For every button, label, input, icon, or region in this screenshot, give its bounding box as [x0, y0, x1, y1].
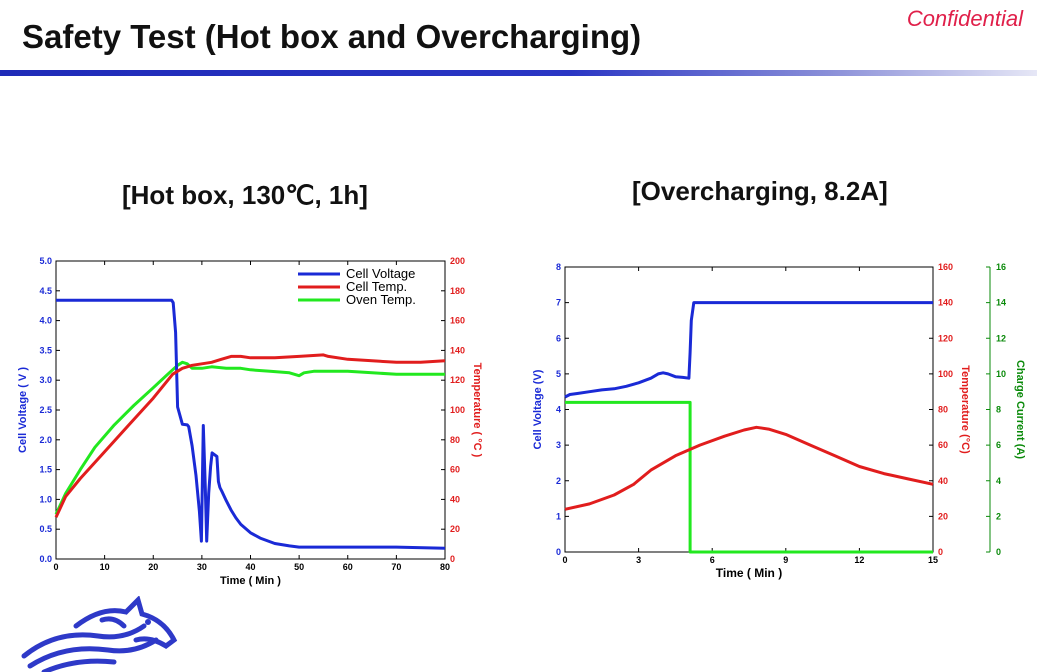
chart1-x-tick-label: 0 [53, 562, 58, 572]
chart2-y2-tick-label: 120 [938, 333, 953, 343]
chart2-y3-tick-label: 12 [996, 333, 1006, 343]
chart1-x-tick-label: 10 [100, 562, 110, 572]
chart2-y3-tick-label: 2 [996, 511, 1001, 521]
chart1-x-tick-label: 40 [245, 562, 255, 572]
chart2-y-tick-label: 5 [556, 369, 561, 379]
chart1-x-tick-label: 80 [440, 562, 450, 572]
chart1-x-tick-label: 50 [294, 562, 304, 572]
chart1-y-tick-label: 3.0 [39, 375, 52, 385]
chart2-y2-tick-label: 160 [938, 262, 953, 272]
chart1-y-tick-label: 1.5 [39, 465, 52, 475]
chart2-y3-tick-label: 4 [996, 476, 1001, 486]
chart1-y-tick-label: 1.0 [39, 494, 52, 504]
chart2-y-tick-label: 1 [556, 511, 561, 521]
chart1-y2-tick-label: 80 [450, 435, 460, 445]
chart2-y-tick-label: 4 [556, 405, 561, 415]
chart2-series-line-1 [564, 301, 933, 399]
chart1-x-tick-label: 70 [391, 562, 401, 572]
chart2-y-tick-label: 8 [556, 262, 561, 272]
chart1-legend-label: Cell Voltage [346, 266, 415, 281]
chart1-y2-tick-label: 20 [450, 524, 460, 534]
slide-title: Safety Test (Hot box and Overcharging) [22, 18, 642, 55]
chart1-y-tick-label: 0.0 [39, 554, 52, 564]
chart2-x-tick-label: 0 [562, 555, 567, 565]
chart2-y2-tick-label: 100 [938, 369, 953, 379]
chart2-y-tick-label: 3 [556, 440, 561, 450]
chart2-y3-tick-label: 0 [996, 547, 1001, 557]
chart1-legend-label: Oven Temp. [346, 292, 416, 307]
chart1-y2-tick-label: 180 [450, 286, 465, 296]
chart2-plot-frame [564, 266, 934, 553]
chart1-series-line-3 [54, 360, 445, 515]
chart2-x-tick-label: 12 [854, 555, 864, 565]
chart2-series-line-3 [565, 400, 933, 554]
chart1-x-axis-label: Time ( Min ) [220, 575, 281, 587]
chart1-y2-tick-label: 60 [450, 465, 460, 475]
chart1-y2-axis-label: Temperature ( °C ) [471, 363, 483, 458]
chart1-y2-tick-label: 160 [450, 316, 465, 326]
chart2-y2-tick-label: 80 [938, 405, 948, 415]
hotbox-chart-heading: [Hot box, 130℃, 1h] [122, 180, 368, 210]
chart2-x-tick-label: 6 [710, 555, 715, 565]
chart1-y-tick-label: 5.0 [39, 256, 52, 266]
chart1-y-tick-label: 2.0 [39, 435, 52, 445]
chart2-y-tick-label: 2 [556, 476, 561, 486]
chart1-legend-label: Cell Temp. [346, 279, 407, 294]
chart1-series-line-1 [56, 298, 446, 550]
chart2-y2-tick-label: 40 [938, 476, 948, 486]
chart1-y2-tick-label: 100 [450, 405, 465, 415]
chart2-y3-tick-label: 16 [996, 262, 1006, 272]
chart2-x-tick-label: 3 [636, 555, 641, 565]
chart2-y3-tick-label: 10 [996, 369, 1006, 379]
chart1-y-tick-label: 2.5 [39, 405, 52, 415]
chart2-y-tick-label: 7 [556, 298, 561, 308]
chart2-y3-tick-label: 8 [996, 405, 1001, 415]
chart1-y2-tick-label: 200 [450, 256, 465, 266]
chart2-y2-axis-label: Temperature (°C) [959, 365, 971, 454]
overcharging-chart-heading: [Overcharging, 8.2A] [632, 176, 888, 206]
chart2-y3-tick-label: 14 [996, 298, 1006, 308]
chart2-y-axis-label: Cell Voltage (V) [532, 369, 544, 449]
chart1-x-tick-label: 30 [197, 562, 207, 572]
chart1-y2-tick-label: 140 [450, 345, 465, 355]
chart1-y-tick-label: 0.5 [39, 524, 52, 534]
chart2-y2-tick-label: 60 [938, 440, 948, 450]
chart2-x-tick-label: 9 [783, 555, 788, 565]
chart1-y2-tick-label: 0 [450, 554, 455, 564]
chart1-y-tick-label: 4.5 [39, 286, 52, 296]
chart1-y-tick-label: 3.5 [39, 345, 52, 355]
chart2-x-tick-label: 15 [928, 555, 938, 565]
chart1-x-tick-label: 20 [148, 562, 158, 572]
chart1-y2-tick-label: 40 [450, 494, 460, 504]
hotbox-chart: 0 10 20 30 40 50 60 70 80 0.0 0.5 1.0 1.5 2.0 2.5 3.0 3.… [17, 256, 483, 587]
chart1-y2-tick-label: 120 [450, 375, 465, 385]
chart1-x-tick-label: 60 [343, 562, 353, 572]
chart2-x-axis-label: Time ( Min ) [716, 566, 782, 580]
title-underline-bar [0, 70, 1037, 76]
chart2-y-tick-label: 6 [556, 333, 561, 343]
chart2-y3-tick-label: 6 [996, 440, 1001, 450]
chart2-y3-axis-label: Charge Current (A) [1014, 360, 1026, 459]
chart2-y2-tick-label: 140 [938, 298, 953, 308]
chart2-y2-tick-label: 0 [938, 547, 943, 557]
chart2-y-tick-label: 0 [556, 547, 561, 557]
horse-logo-icon [21, 596, 178, 672]
chart1-series-line-2 [54, 353, 446, 518]
overcharging-chart: 0 3 6 9 12 1501234567802040608010012014016002… [532, 262, 1026, 580]
chart1-y-axis-label: Cell Voltage ( V ) [17, 367, 29, 453]
chart1-y-tick-label: 4.0 [39, 316, 52, 326]
confidential-label: Confidential [906, 6, 1023, 31]
chart2-series-line-2 [564, 425, 934, 511]
chart2-y2-tick-label: 20 [938, 511, 948, 521]
